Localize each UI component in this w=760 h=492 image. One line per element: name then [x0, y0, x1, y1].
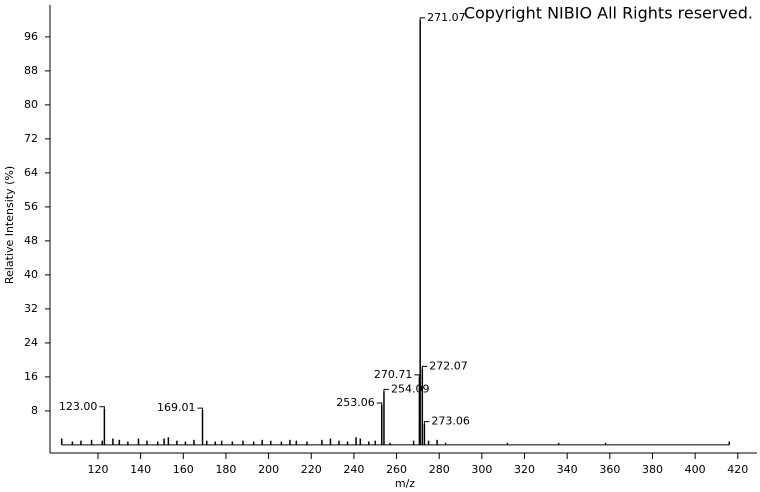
peak-label: 169.01: [157, 401, 196, 414]
y-tick-label: 72: [24, 132, 38, 145]
x-tick-label: 260: [386, 463, 407, 476]
peak-label: 273.06: [431, 415, 470, 428]
x-tick-label: 160: [173, 463, 194, 476]
y-tick-label: 40: [24, 268, 38, 281]
x-tick-label: 420: [727, 463, 748, 476]
y-tick-label: 64: [24, 166, 38, 179]
y-tick-label: 96: [24, 30, 38, 43]
x-tick-label: 180: [215, 463, 236, 476]
y-tick-label: 56: [24, 200, 38, 213]
label-bracket: [414, 374, 420, 377]
peak-label: 271.07: [427, 11, 466, 24]
x-tick-label: 220: [301, 463, 322, 476]
peak-label: 253.06: [336, 396, 375, 409]
peak-label: 270.71: [374, 368, 413, 381]
y-tick-label: 48: [24, 234, 38, 247]
label-bracket: [376, 402, 383, 405]
x-tick-label: 360: [599, 463, 620, 476]
y-tick-label: 16: [24, 370, 38, 383]
peak-label: 272.07: [429, 359, 468, 372]
x-tick-label: 140: [130, 463, 151, 476]
x-tick-label: 340: [557, 463, 578, 476]
y-tick-label: 8: [31, 404, 38, 417]
x-tick-label: 200: [258, 463, 279, 476]
x-tick-label: 380: [642, 463, 663, 476]
peak-label: 123.00: [59, 400, 98, 413]
y-tick-label: 24: [24, 336, 38, 349]
label-bracket: [423, 421, 430, 424]
y-tick-label: 32: [24, 302, 38, 315]
watermark: Copyright NIBIO All Rights reserved.: [464, 4, 753, 23]
label-bracket: [421, 365, 428, 369]
x-tick-label: 280: [429, 463, 450, 476]
label-bracket: [383, 388, 389, 392]
x-tick-label: 120: [87, 463, 108, 476]
label-bracket: [99, 406, 105, 409]
y-axis-label: Relative Intensity (%): [3, 166, 16, 284]
x-tick-label: 320: [514, 463, 535, 476]
peak-label: 254.09: [391, 382, 430, 395]
x-tick-label: 240: [343, 463, 364, 476]
label-bracket: [197, 407, 204, 411]
x-tick-label: 300: [471, 463, 492, 476]
y-tick-label: 80: [24, 98, 38, 111]
x-tick-label: 400: [685, 463, 706, 476]
label-bracket: [419, 17, 426, 20]
x-axis-label: m/z: [395, 477, 415, 490]
y-tick-label: 88: [24, 64, 38, 77]
